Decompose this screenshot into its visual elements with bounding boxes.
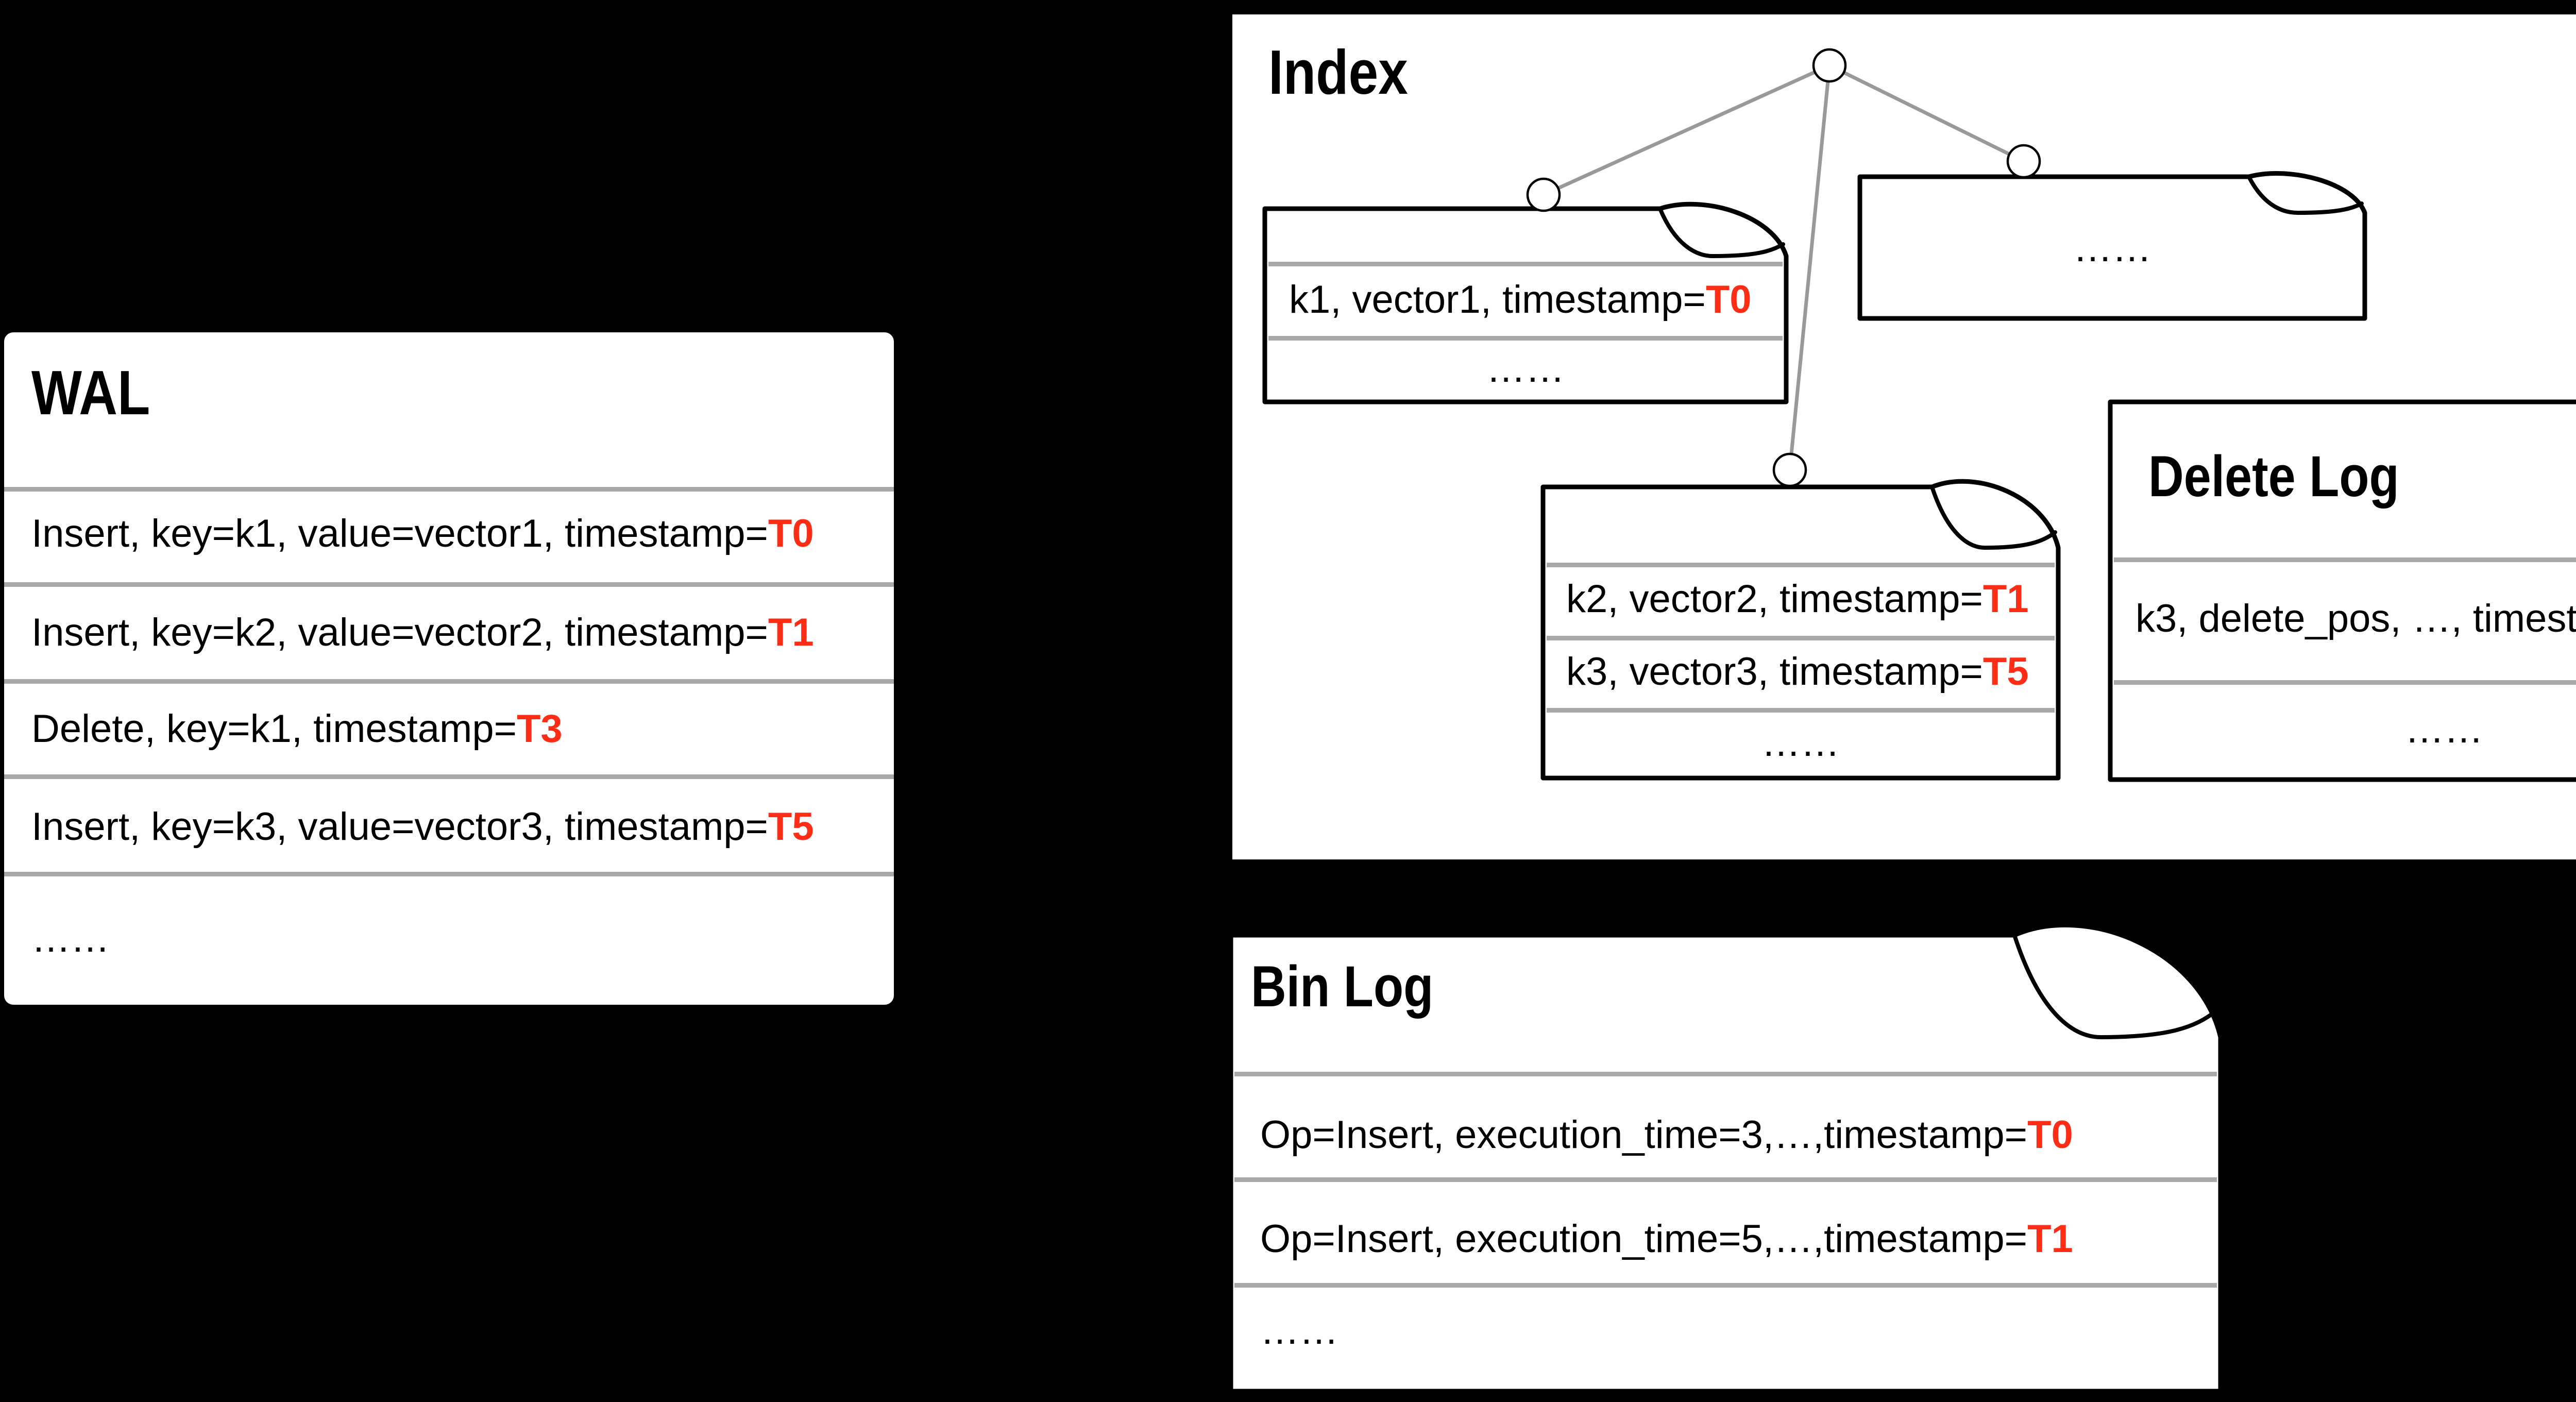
index-segment-doc-1: [1262, 201, 1789, 404]
page-curl-icon: [2247, 175, 2364, 215]
bin-log-row-text: Op=Insert, execution_time=3,…,timestamp=: [1260, 1113, 2028, 1157]
row-separator: [4, 774, 894, 779]
segment3-row: k3, vector3, timestamp=T5: [1566, 652, 2029, 691]
row-separator: [1234, 1283, 2217, 1288]
segment1-row: k1, vector1, timestamp=T0: [1289, 280, 1752, 319]
timestamp-value: T3: [516, 707, 563, 751]
wal-row-text: Insert, key=k1, value=vector1, timestamp…: [31, 512, 768, 555]
tree-node-root: [1812, 48, 1847, 83]
row-separator: [4, 582, 894, 587]
bin-log-row-ellipsis: ……: [1260, 1309, 1338, 1353]
wal-row: Delete, key=k1, timestamp=T3: [31, 710, 563, 749]
row-separator: [1547, 708, 2055, 713]
delete-log-row: k3, delete_pos, …, timestamp=T3: [2136, 599, 2576, 638]
row-separator: [4, 872, 894, 876]
document-shape: [1262, 201, 1789, 404]
tree-edge-root-left: [1543, 63, 1831, 197]
row-separator: [4, 679, 894, 684]
segment1-row-ellipsis: ……: [1486, 347, 1565, 391]
timestamp-value: T1: [768, 611, 814, 654]
wal-panel: [4, 332, 894, 1005]
tree-node-left: [1526, 177, 1561, 212]
index-title: Index: [1268, 37, 1408, 107]
page-curl-icon: [1658, 207, 1785, 259]
wal-row: Insert, key=k1, value=vector1, timestamp…: [31, 514, 814, 553]
row-separator: [1547, 636, 2055, 640]
segment2-row-ellipsis: ……: [2073, 226, 2151, 270]
wal-row-ellipsis: ……: [31, 917, 110, 960]
row-separator: [1234, 1072, 2217, 1076]
tree-edge-root-right: [1828, 63, 2025, 163]
tree-node-right: [2006, 144, 2041, 179]
timestamp-value: T0: [768, 512, 814, 555]
segment-row-text: k2, vector2, timestamp=: [1566, 577, 1983, 621]
tree-edge-root-middle: [1788, 65, 1832, 470]
document-shape: [2108, 399, 2576, 782]
tree-node-middle: [1772, 452, 1807, 487]
wal-row-text: Delete, key=k1, timestamp=: [31, 707, 517, 751]
index-segment-doc-3: [1540, 479, 2061, 781]
segment-row-text: k1, vector1, timestamp=: [1289, 278, 1706, 322]
wal-title: WAL: [31, 358, 150, 428]
index-segment-doc-2: [1857, 171, 2367, 321]
bin-log-row: Op=Insert, execution_time=3,…,timestamp=…: [1260, 1116, 2073, 1155]
row-separator: [1547, 563, 2055, 567]
page-curl-icon: [2012, 933, 2217, 1040]
delete-log-title: Delete Log: [2148, 444, 2399, 509]
page-curl-icon: [1930, 485, 2057, 550]
delete-log-doc: [2108, 399, 2576, 782]
timestamp-value: T0: [2027, 1113, 2073, 1157]
bin-log-row-text: Op=Insert, execution_time=5,…,timestamp=: [1260, 1217, 2028, 1261]
delete-log-row-text: k3, delete_pos, …, timestamp=: [2136, 597, 2576, 640]
timestamp-value: T5: [768, 805, 814, 849]
row-separator: [4, 487, 894, 492]
timestamp-value: T1: [2027, 1217, 2073, 1261]
row-separator: [1268, 262, 1783, 266]
timestamp-value: T1: [1982, 577, 2029, 621]
wal-row: Insert, key=k3, value=vector3, timestamp…: [31, 807, 814, 847]
row-separator: [1234, 1177, 2217, 1182]
timestamp-value: T5: [1982, 650, 2029, 694]
document-shape: [1540, 479, 2061, 781]
segment3-row: k2, vector2, timestamp=T1: [1566, 580, 2029, 619]
wal-row: Insert, key=k2, value=vector2, timestamp…: [31, 613, 814, 652]
bin-log-row: Op=Insert, execution_time=5,…,timestamp=…: [1260, 1220, 2073, 1259]
bin-log-title: Bin Log: [1251, 954, 1434, 1019]
row-separator: [2114, 558, 2576, 562]
document-shape: [1228, 922, 2223, 1394]
row-separator: [1268, 336, 1783, 341]
segment-row-text: k3, vector3, timestamp=: [1566, 650, 1983, 694]
wal-row-text: Insert, key=k3, value=vector3, timestamp…: [31, 805, 768, 849]
segment3-row-ellipsis: ……: [1761, 721, 1840, 765]
document-shape: [1857, 171, 2367, 321]
bin-log-doc: [1228, 922, 2223, 1394]
row-separator: [2114, 680, 2576, 685]
timestamp-value: T0: [1705, 278, 1752, 322]
delete-log-row-ellipsis: ……: [2405, 707, 2483, 751]
wal-row-text: Insert, key=k2, value=vector2, timestamp…: [31, 611, 768, 654]
